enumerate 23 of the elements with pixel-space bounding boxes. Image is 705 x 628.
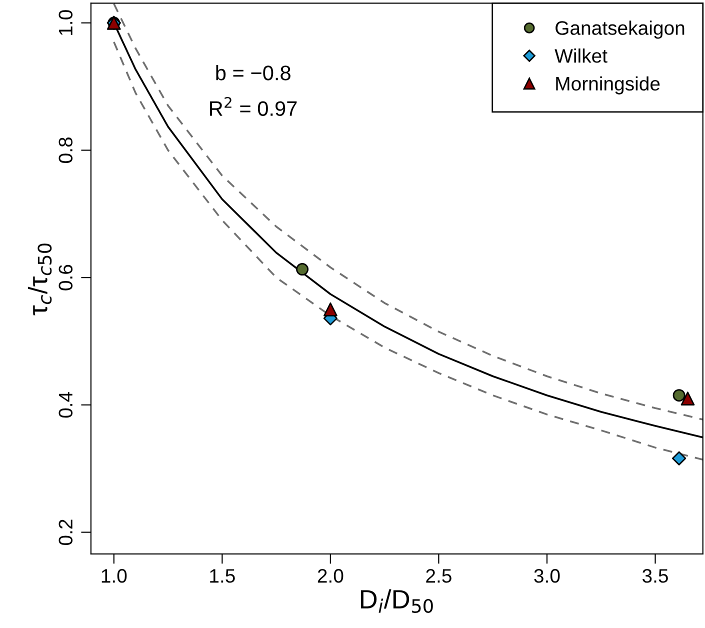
legend-label: Ganatsekaigon: [556, 20, 684, 39]
x-tick-label: 2.5: [426, 568, 452, 583]
point: [680, 392, 695, 406]
x-tick-label: 3.5: [642, 568, 668, 583]
point: [323, 302, 338, 316]
y-axis-title: τ$_{c}$/τ$_{c50}$: [28, 244, 52, 316]
x-tick-label: 1.0: [102, 568, 127, 583]
legend-label: Morningside: [556, 76, 660, 94]
point: [672, 451, 686, 466]
annotation: R$^{2}$ = 0.97: [210, 96, 297, 116]
x-axis-title: D$_{i}$/D$_{50}$: [360, 589, 433, 613]
y-tick-label: 0.4: [58, 392, 73, 418]
y-tick-label: 0.2: [58, 520, 73, 545]
legend-label: Wilket: [554, 48, 608, 63]
y-tick-label: 0.8: [58, 138, 73, 163]
y-tick-label: 1.0: [58, 10, 73, 35]
x-tick-label: 2.0: [318, 568, 344, 583]
y-tick-label: 0.6: [58, 264, 73, 290]
x-tick-label: 1.5: [210, 569, 235, 583]
point: [296, 263, 309, 276]
x-tick-label: 3.0: [534, 568, 560, 583]
annotation: b = −0.8: [216, 65, 290, 80]
point: [672, 389, 686, 402]
